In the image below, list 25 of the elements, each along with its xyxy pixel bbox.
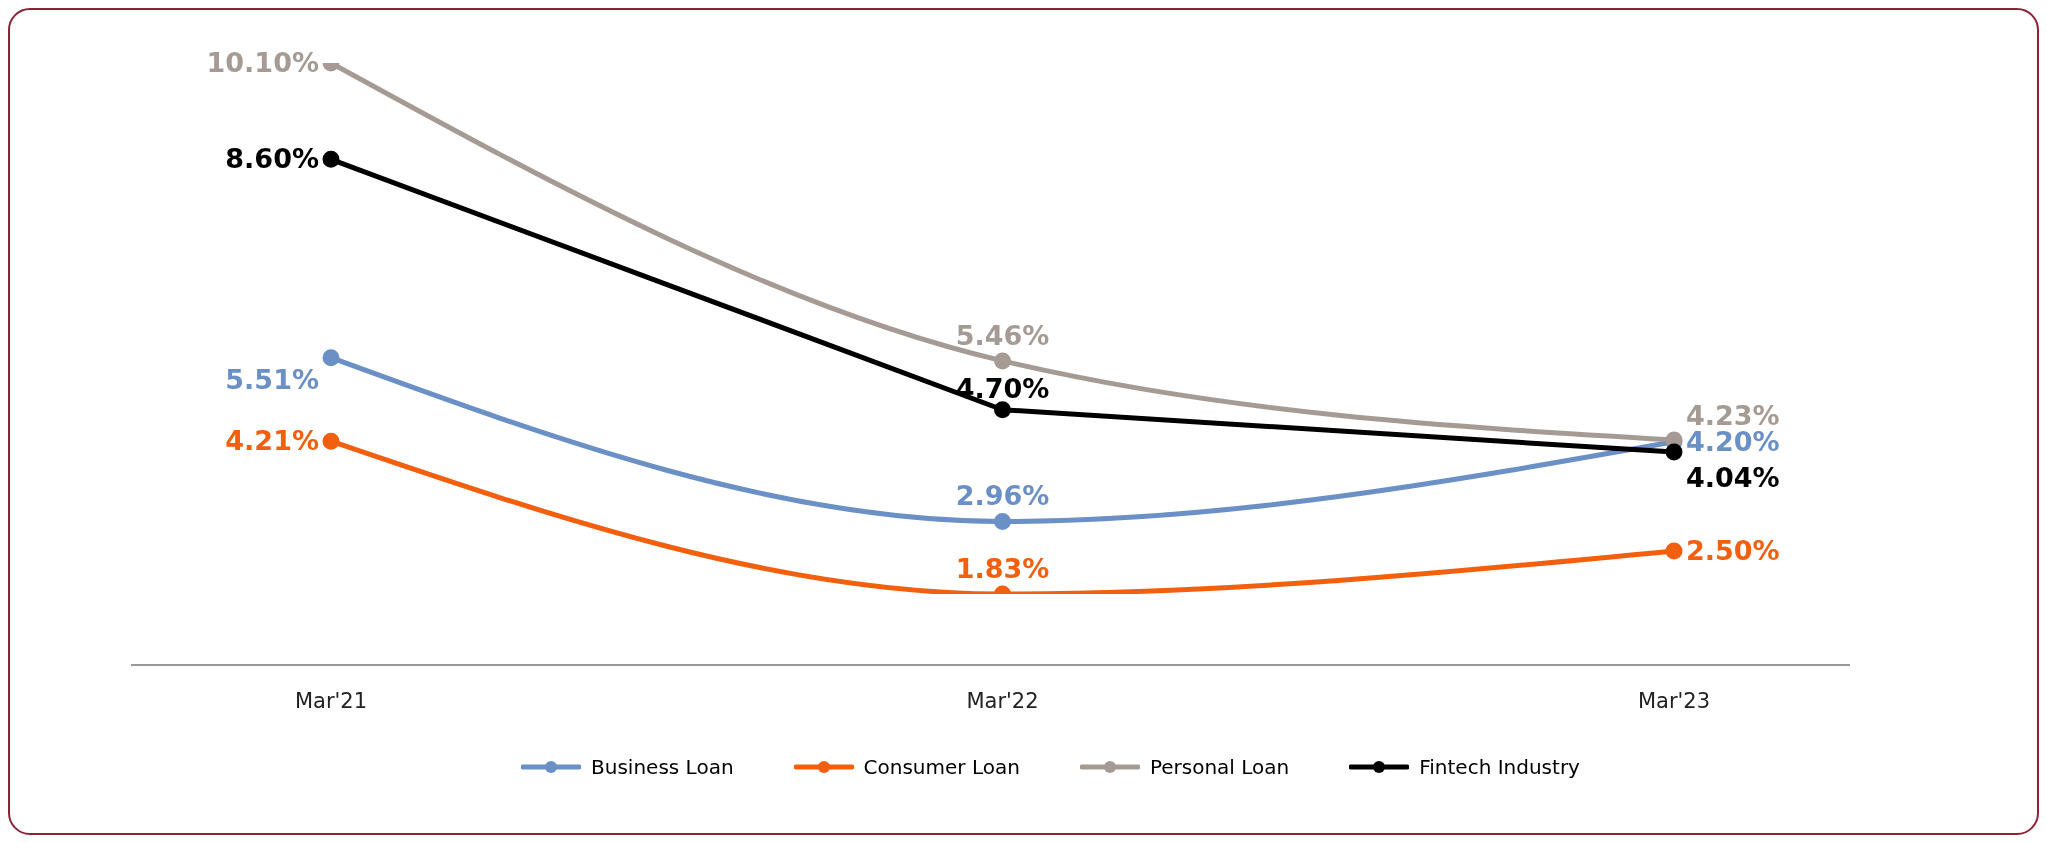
legend-label: Business Loan [591,755,734,779]
data-label: 5.46% [955,319,1050,351]
data-label: 8.60% [225,143,319,175]
point [994,401,1011,419]
data-label: 4.04% [1686,462,1780,494]
point [1665,542,1683,560]
data-label: 4.21% [225,425,319,457]
legend-label: Personal Loan [1149,755,1290,779]
point [322,150,340,168]
x-tick-label: Mar'22 [966,688,1039,713]
x-tick-label: Mar'23 [1637,688,1711,713]
legend-label: Fintech Industry [1419,755,1580,779]
point [322,432,340,450]
data-label: 2.96% [955,480,1050,512]
data-label: 10.10% [206,47,319,78]
data-label: 5.51% [225,363,319,395]
point [1665,443,1683,461]
x-tick-label: Mar'21 [294,688,368,713]
data-label: 4.70% [955,372,1050,404]
point [322,349,340,367]
data-label: 2.50% [1686,534,1780,566]
point [994,512,1011,530]
point [994,352,1011,370]
legend-label: Consumer Loan [863,755,1020,779]
data-label: 1.83% [955,553,1050,584]
